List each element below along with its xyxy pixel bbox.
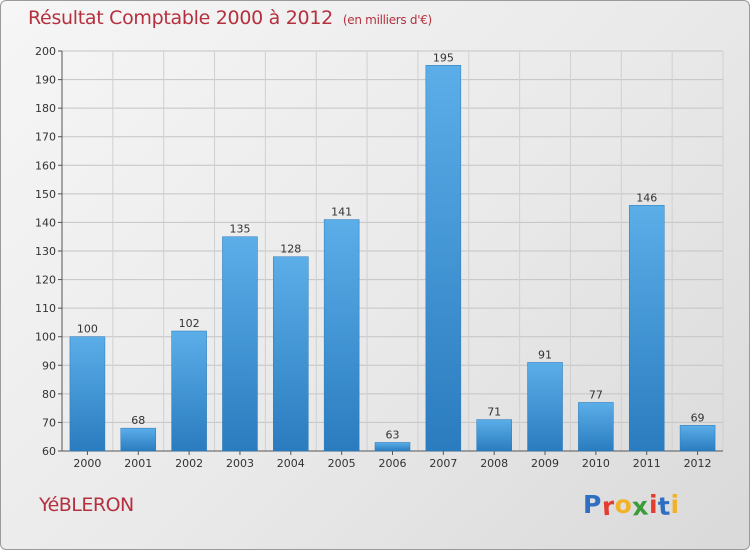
proxiti-logo[interactable]: Proxiti (583, 490, 680, 522)
x-tick-label: 2003 (226, 457, 254, 470)
town-name: YéBLERON (39, 494, 134, 516)
bar (374, 442, 411, 452)
chart-title: Résultat Comptable 2000 à 2012 (en millie… (28, 7, 432, 29)
x-tick-label: 2006 (379, 457, 407, 470)
logo-letter: i (670, 490, 680, 519)
x-tick-label: 2008 (480, 457, 508, 470)
axes: 60 70 80 90 100 110 120 130 140 150 160 170 180 190 20… (35, 45, 723, 470)
bar-value-label: 91 (538, 348, 552, 361)
y-tick-label: 160 (35, 159, 56, 172)
x-tick-label: 2005 (328, 457, 356, 470)
x-tick-label: 2002 (175, 457, 203, 470)
x-tick-label: 2004 (277, 457, 305, 470)
bar (527, 362, 563, 452)
bar-value-label: 102 (179, 317, 200, 330)
y-tick-label: 110 (35, 302, 56, 315)
x-tick-label: 2012 (684, 457, 712, 470)
bar-value-label: 68 (131, 414, 145, 427)
x-tick-label: 2011 (633, 457, 661, 470)
y-tick-label: 90 (42, 359, 56, 372)
bar-value-label: 69 (691, 411, 705, 424)
y-tick-label: 140 (35, 216, 56, 229)
gridlines (61, 50, 724, 452)
y-tick-label: 120 (35, 274, 56, 287)
bar (273, 256, 309, 452)
y-tick-label: 200 (35, 45, 56, 58)
x-tick-label: 2000 (73, 457, 101, 470)
bar-value-label: 135 (229, 223, 250, 236)
bar-value-label: 141 (331, 206, 352, 219)
value-labels: 100 68 102 135 128 141 63 195 71 91 77 146 69 (77, 51, 705, 441)
logo-letter: o (614, 490, 633, 519)
bar-value-label: 77 (589, 388, 603, 401)
logo-letter: t (657, 491, 672, 522)
bar-value-label: 100 (77, 323, 98, 336)
x-tick-label: 2001 (124, 457, 152, 470)
bar-value-label: 63 (386, 428, 400, 441)
bar (323, 219, 360, 452)
logo-letter: P (583, 490, 602, 519)
logo-letter: x (631, 491, 650, 522)
x-tick-label: 2010 (582, 457, 610, 470)
bars (69, 65, 716, 452)
x-tick-label: 2009 (531, 457, 559, 470)
bar (171, 330, 207, 452)
y-tick-label: 150 (35, 188, 56, 201)
bar-value-label: 146 (636, 191, 657, 204)
bar (120, 427, 157, 452)
bar (425, 65, 462, 452)
y-tick-label: 80 (42, 388, 56, 401)
y-tick-label: 170 (35, 131, 56, 144)
bar (578, 402, 614, 452)
y-tick-label: 130 (35, 245, 56, 258)
y-tick-label: 70 (42, 416, 56, 429)
logo-letter: r (600, 491, 616, 522)
x-tick-label: 2007 (429, 457, 457, 470)
y-tick-label: 180 (35, 102, 56, 115)
bar (476, 419, 512, 452)
y-tick-label: 100 (35, 331, 56, 344)
bar (679, 425, 716, 452)
bar (69, 336, 106, 452)
chart-subtitle: (en milliers d'€) (342, 13, 432, 27)
y-tick-label: 190 (35, 74, 56, 87)
bar (222, 236, 258, 452)
bar-value-label: 71 (487, 406, 501, 419)
bar (628, 205, 665, 452)
logo-letter: i (649, 490, 659, 519)
chart-title-text: Résultat Comptable 2000 à 2012 (28, 7, 333, 29)
y-tick-label: 60 (42, 445, 56, 458)
bar-value-label: 195 (433, 51, 454, 64)
bar-value-label: 128 (280, 243, 301, 256)
